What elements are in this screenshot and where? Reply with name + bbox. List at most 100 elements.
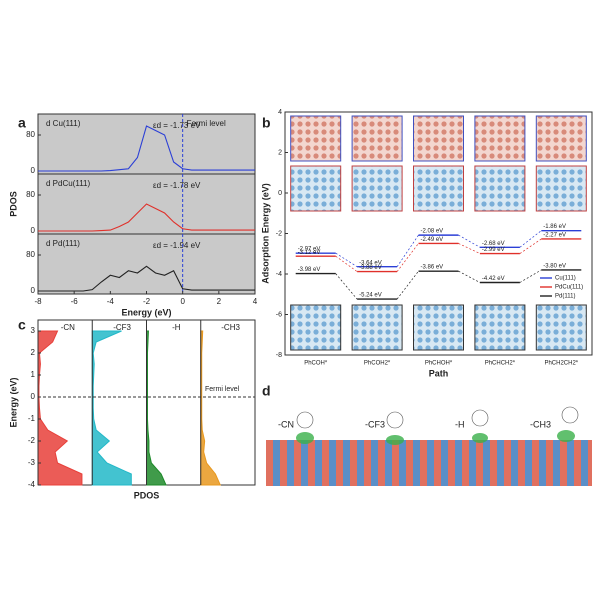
structure-bottom [413,304,464,351]
y-tick-label: -3 [28,458,36,467]
legend-label: Cu(111) [555,276,576,282]
x-tick-label: -4 [107,297,115,306]
structure-bottom [535,304,587,351]
series-name: -CN [61,323,75,332]
y-tick-label: 0 [31,166,36,175]
pdos-area [200,330,222,486]
value-label: -2.49 eV [421,237,444,243]
series-name: d Cu(111) [46,119,81,128]
y-tick-label: 2 [278,149,282,156]
series-name: -CF3 [113,323,131,332]
structure-top [290,115,342,162]
y-tick-label: 80 [26,130,35,139]
value-label: -3.64 eV [359,260,382,266]
structure-mid [413,165,464,212]
y-tick-label: 1 [31,370,36,379]
value-label: -2.27 eV [543,233,566,239]
x-axis-label: Path [429,368,449,378]
y-tick-label: 80 [26,250,35,259]
y-tick-label: -4 [28,480,36,489]
connector [519,230,542,248]
series-name: d PdCu(111) [46,179,91,188]
connector [396,270,419,300]
y-tick-label: 4 [278,109,282,116]
x-tick-label: 4 [253,297,258,306]
legend-label: PdCu(111) [555,285,583,291]
y-tick-label: -4 [276,271,282,278]
value-label: -1.86 eV [543,224,566,230]
x-tick-label: -2 [143,297,151,306]
band-center: εd = -1.78 eV [153,181,201,190]
y-tick-label: 0 [31,226,36,235]
legend-label: Pd(111) [555,294,575,300]
value-label: -2.08 eV [421,229,444,235]
value-label: -2.97 eV [298,247,321,253]
structure-top [351,115,403,162]
value-label: -3.98 eV [298,267,321,273]
structure-mid [351,165,403,212]
annotation: Fermi level [187,119,226,128]
x-axis-label: Energy (eV) [121,307,171,317]
structure-top [413,115,464,162]
connector [335,252,358,268]
panel-label: a [18,115,26,131]
panel-d-slab [266,406,592,486]
group-label: -H [455,419,465,429]
x-tick-label: PhCH2CH2* [544,361,578,367]
series-name: d Pd(111) [46,239,80,248]
y-tick-label: 2 [31,348,36,357]
value-label: -2.99 eV [482,247,505,253]
y-tick-label: 0 [31,286,36,295]
y-tick-label: 0 [31,392,36,401]
connector [458,270,481,283]
x-tick-label: PhCHOH* [425,361,453,367]
y-tick-label: 0 [278,190,282,197]
pdos-area [146,330,167,486]
y-tick-label: 80 [26,190,35,199]
x-tick-label: PhCOH2* [364,361,391,367]
annotation: Fermi level [205,386,240,393]
pdos-curve [38,125,255,172]
value-label: -3.86 eV [421,265,444,271]
panel-label: d [262,383,271,399]
y-axis-label: Adsorption Energy (eV) [260,183,270,284]
y-tick-label: -2 [276,230,282,237]
pdos-area [91,330,132,486]
y-tick-label: -1 [28,414,36,423]
y-axis-label: Energy (eV) [8,377,18,427]
series-name: -CH3 [221,323,240,332]
band-center: εd = -1.94 eV [153,241,201,250]
pdos-curve [38,203,255,232]
x-tick-label: PhCHCH2* [485,361,516,367]
value-label: -3.80 eV [543,264,566,270]
connector [519,238,542,254]
value-label: -3.88 eV [359,265,382,271]
panel-label: c [18,317,26,333]
structure-bottom [351,304,403,351]
structure-top [535,115,587,162]
y-tick-label: -6 [276,311,282,318]
structure-mid [474,165,526,212]
connector [335,273,358,300]
y-axis-label: PDOS [8,191,18,217]
x-tick-label: -8 [34,297,42,306]
series-name: -H [172,323,181,332]
value-label: -4.42 eV [482,276,505,282]
pdos-area [37,330,83,486]
y-tick-label: -2 [28,436,36,445]
x-tick-label: -6 [71,297,79,306]
x-axis-label: PDOS [134,490,160,500]
x-tick-label: PhCOH* [304,361,328,367]
value-label: -3.12 eV [298,250,321,256]
value-label: -2.68 eV [482,241,505,247]
connector [335,255,358,272]
value-label: -5.24 eV [359,293,382,299]
group-label: -CH3 [530,419,551,429]
band-center: εd = -1.73 eV [153,121,201,130]
x-tick-label: 0 [180,297,185,306]
x-tick-label: 2 [217,297,222,306]
structure-mid [290,165,342,212]
structure-bottom [474,304,526,351]
connector [396,243,419,272]
